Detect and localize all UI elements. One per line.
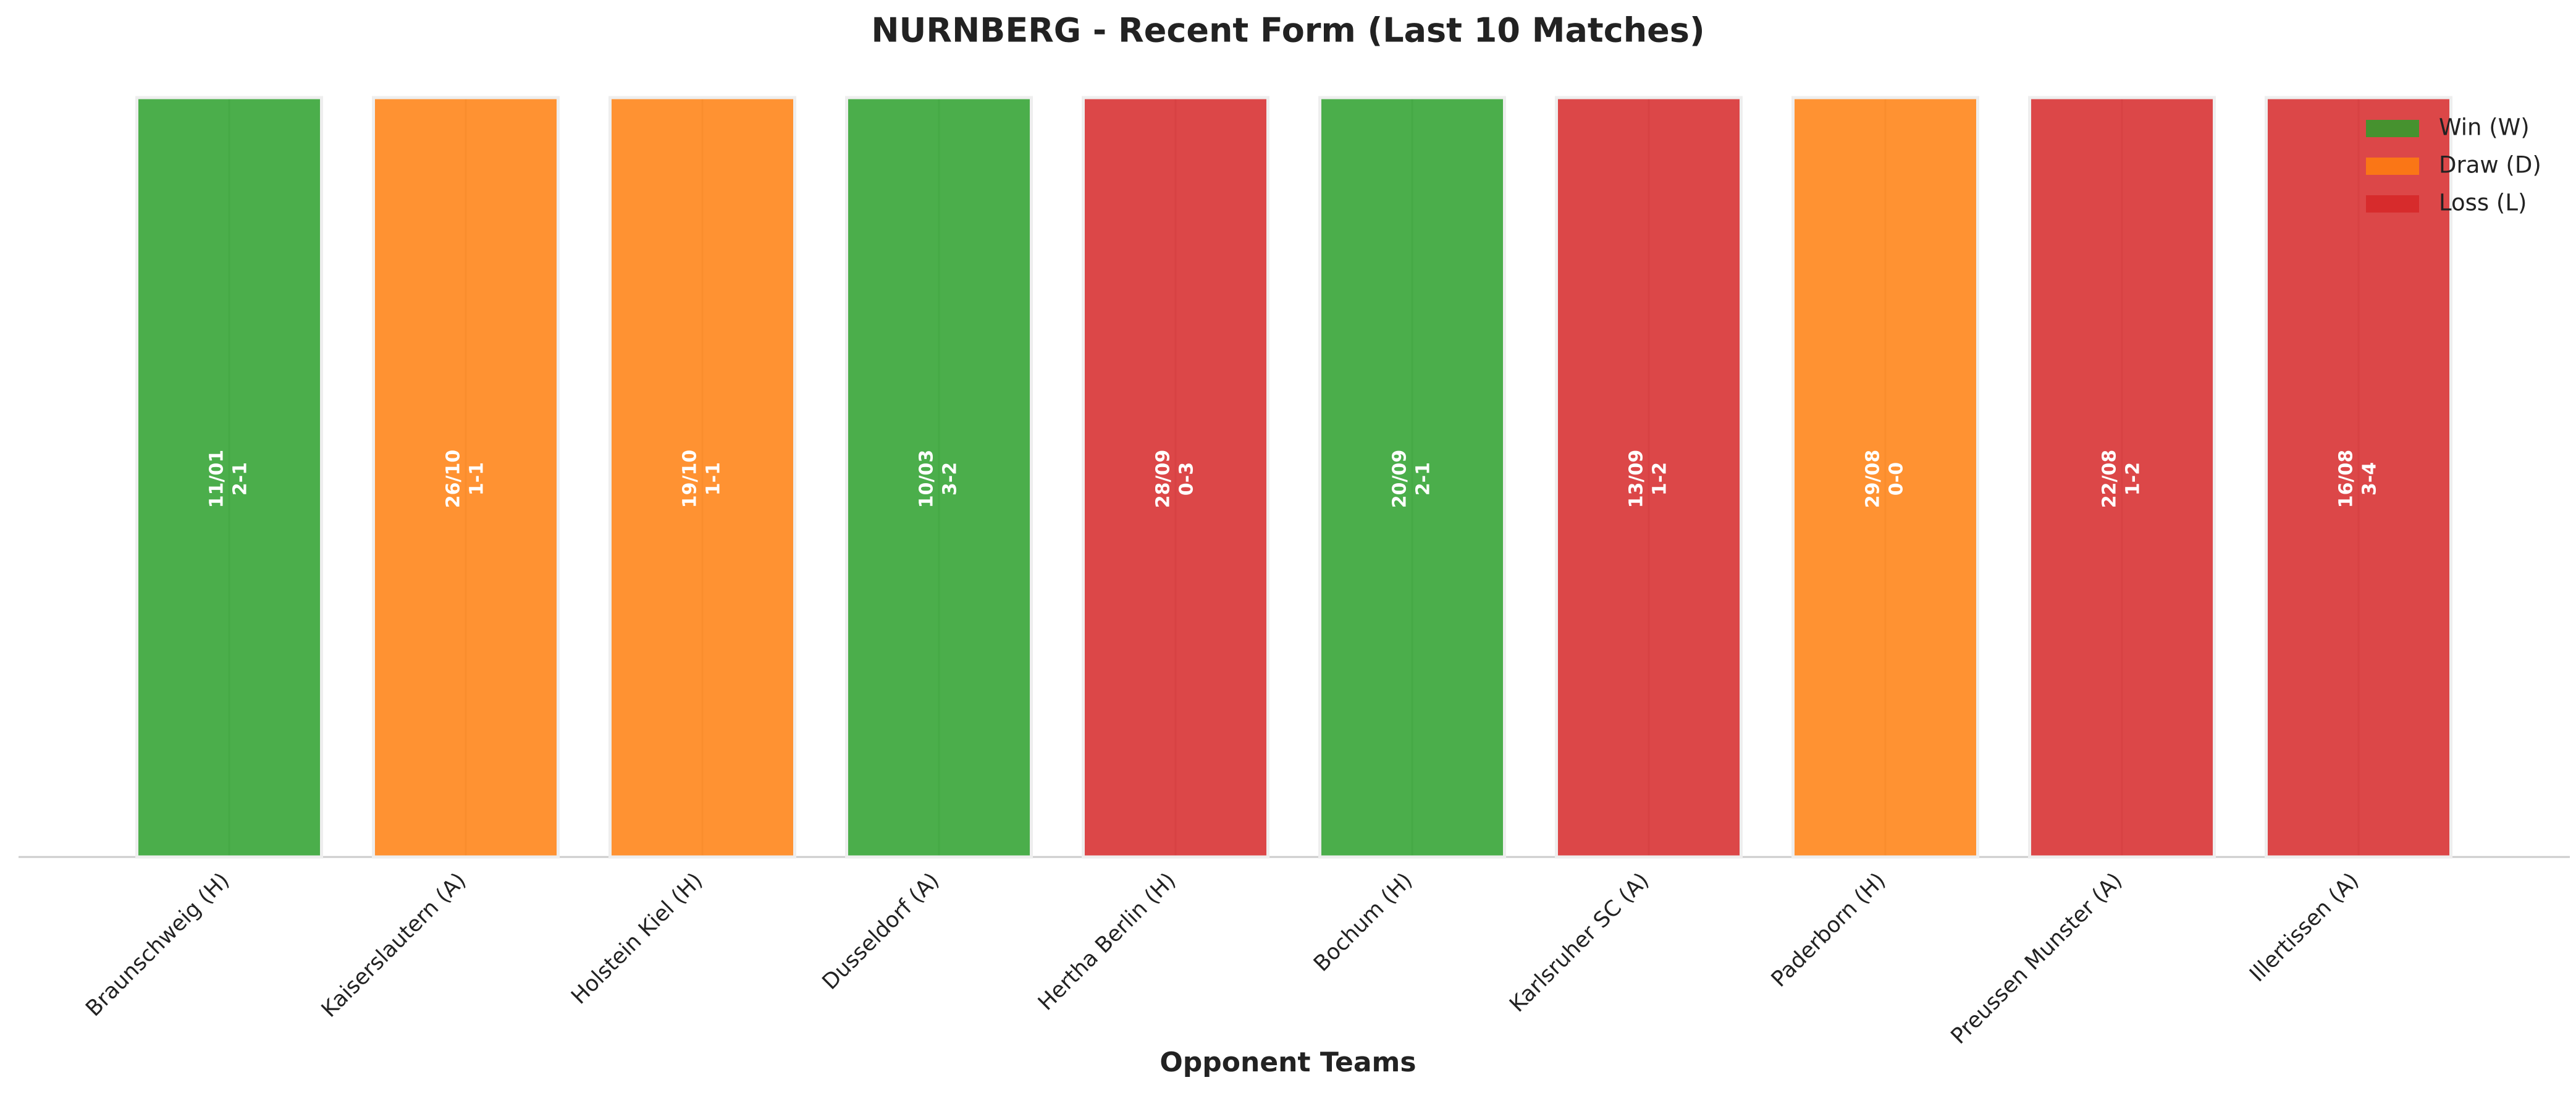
bar-date-label: 10/03: [916, 450, 938, 508]
bar: [845, 96, 1033, 859]
bar-score-label: 0-0: [1886, 462, 1908, 496]
bar-date-label: 19/10: [680, 450, 701, 508]
bar: [1318, 96, 1506, 859]
bar: [135, 96, 323, 859]
bar-score-label: 0-3: [1176, 462, 1198, 496]
bar-score-label: 3-4: [2359, 462, 2381, 496]
bar: [2265, 96, 2452, 859]
bar-date-label: 20/09: [1389, 450, 1411, 508]
bar-score-label: 2-1: [230, 462, 251, 496]
bar: [608, 96, 796, 859]
bar-date-label: 13/09: [1626, 450, 1648, 508]
bar: [2028, 96, 2216, 859]
bar-date-label: 11/01: [206, 450, 228, 508]
bar-date-label: 28/09: [1153, 450, 1174, 508]
bar-date-label: 22/08: [2099, 450, 2121, 508]
legend-label: Win (W): [2439, 114, 2530, 141]
bar-score-label: 1-2: [2123, 462, 2144, 496]
bar: [372, 96, 560, 859]
bar: [1791, 96, 1979, 859]
bar-date-label: 16/08: [2336, 450, 2357, 508]
bar-score-label: 3-2: [940, 462, 961, 496]
bar: [1082, 96, 1269, 859]
legend-label: Loss (L): [2439, 190, 2527, 216]
bar-score-label: 2-1: [1413, 462, 1434, 496]
bar: [1555, 96, 1743, 859]
legend-label: Draw (D): [2439, 152, 2541, 179]
legend-swatch: [2366, 120, 2419, 137]
legend-swatch: [2366, 158, 2419, 175]
bar-score-label: 1-1: [466, 462, 488, 496]
bar-date-label: 29/08: [1863, 450, 1884, 508]
legend-swatch: [2366, 195, 2419, 213]
chart-title: NURNBERG - Recent Form (Last 10 Matches): [871, 11, 1704, 50]
x-axis-label: Opponent Teams: [1160, 1047, 1416, 1078]
bar-date-label: 26/10: [443, 450, 465, 508]
bar-score-label: 1-2: [1649, 462, 1671, 496]
bar-score-label: 1-1: [703, 462, 725, 496]
